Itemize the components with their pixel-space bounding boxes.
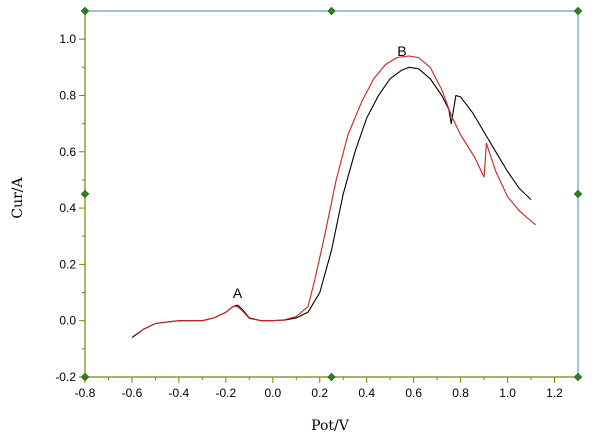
x-tick-label: 1.2 [546, 386, 563, 400]
x-tick-label: -0.2 [216, 386, 237, 400]
x-tick-label: 0.4 [358, 386, 375, 400]
resize-handle[interactable] [573, 189, 583, 199]
x-tick-label: 0.2 [311, 386, 328, 400]
peak-label-a: A [233, 285, 243, 301]
y-tick-label: 0.6 [59, 145, 76, 159]
resize-handle[interactable] [80, 6, 90, 16]
x-tick-label: 0.6 [405, 386, 422, 400]
x-tick-label: 0.8 [452, 386, 469, 400]
resize-handle[interactable] [327, 6, 336, 16]
resize-handle[interactable] [80, 372, 90, 382]
y-tick-label: 0.4 [59, 201, 76, 215]
y-tick-label: 1.0 [59, 32, 76, 46]
x-tick-label: -0.8 [75, 386, 96, 400]
y-tick-label: -0.2 [55, 370, 76, 384]
x-tick-label: 1.0 [499, 386, 516, 400]
y-tick-label: 0.0 [59, 314, 76, 328]
selection-handles [80, 6, 583, 382]
resize-handle[interactable] [573, 372, 583, 382]
resize-handle[interactable] [573, 6, 583, 16]
x-tick-label: -0.4 [169, 386, 190, 400]
series-line-2 [136, 55, 537, 336]
x-tick-label: 0.0 [264, 386, 281, 400]
resize-handle[interactable] [80, 189, 90, 199]
series-layer: AB [131, 43, 537, 339]
y-axis-label: Cur/A [10, 176, 26, 218]
plot-frame-layer [84, 10, 579, 378]
peak-label-b: B [397, 43, 406, 59]
tick-layer: -0.8 -0.6 -0.4 -0.2 0.0 0.2 0.4 0.6 0.8 1.0 1.2 -0.… [55, 32, 563, 400]
resize-handle[interactable] [327, 372, 336, 382]
x-axis-label: Pot/V [311, 418, 350, 434]
x-tick-label: -0.6 [122, 386, 143, 400]
y-tick-label: 0.8 [59, 88, 76, 102]
y-tick-label: 0.2 [59, 257, 76, 271]
